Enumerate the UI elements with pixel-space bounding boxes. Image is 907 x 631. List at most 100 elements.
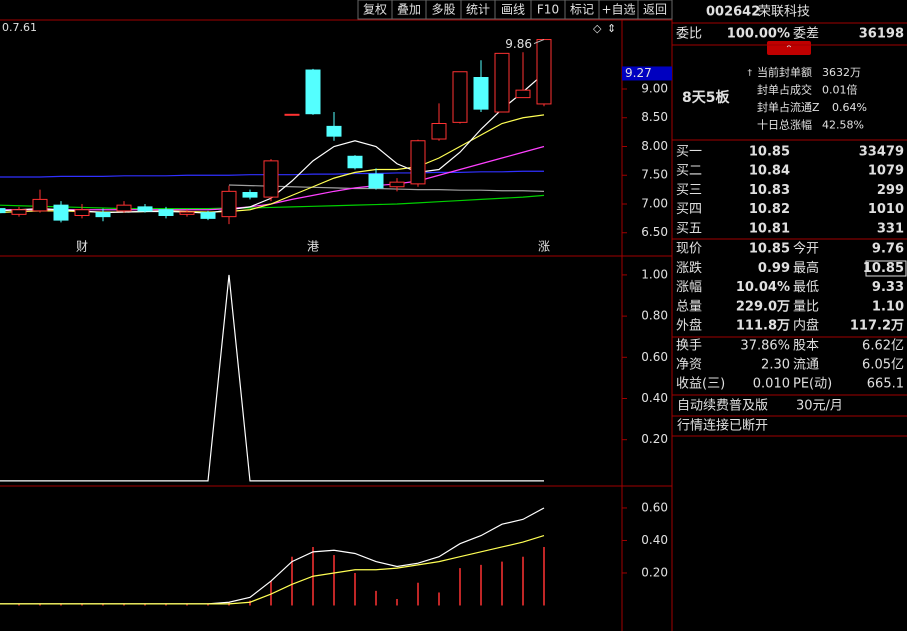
high-box [865,260,907,277]
panel-text: 299 [877,183,904,198]
candle-body [515,89,531,99]
candle-body [536,39,552,105]
panel-text: 33479 [859,145,904,160]
candle-body [74,209,90,216]
panel-text: 0.99 [758,261,790,276]
panel-text: 买一 [676,145,702,160]
panel-text: PE(动) [793,377,832,392]
candle-body [242,191,258,198]
panel-text: 买三 [676,183,702,198]
candle-body [53,204,69,221]
panel-text: 1010 [868,202,904,217]
panel-text: 229.0万 [736,299,790,314]
panel-text: 1079 [868,164,904,179]
last-value: 9.27 [625,66,652,80]
toolbar-label[interactable]: 多股 [431,3,455,17]
candle-body [32,198,48,212]
series-line [0,535,545,605]
panel-text: 涨跌 [676,260,702,276]
candle-body [473,76,489,110]
candle-body [368,173,384,189]
y-tick-label: 0.20 [641,432,668,446]
candle-body [305,69,321,115]
panel-text: 委比 [676,27,702,42]
panel-text: 总量 [676,299,702,314]
candle-body [158,209,174,216]
panel-text: 9.33 [872,280,904,295]
candle-body [179,211,195,215]
panel-text: 37.86% [740,339,790,354]
toolbar-label[interactable]: 叠加 [397,3,421,17]
panel-text: 内盘 [793,318,819,334]
y-tick-label: 0.80 [641,309,668,323]
last-value-box [622,66,672,81]
corner-label: 0.7.61 [2,21,37,34]
candle-body [452,71,468,123]
toolbar-button[interactable] [637,0,673,20]
toolbar-label[interactable]: 标记 [570,3,594,17]
candle-body [389,181,405,188]
y-tick-label: 0.40 [641,391,668,405]
panel-text: 6.62亿 [862,339,904,354]
panel-text: 收益(三) [676,377,725,392]
candle-body [95,212,111,218]
y-tick-label: 0.20 [641,565,668,579]
panel-text: 荣联科技 [758,5,810,20]
candle-body [326,125,342,137]
panel-text: 十日总涨幅 [757,118,812,132]
panel-text: 10.84 [749,164,790,179]
candle-body [221,190,237,218]
panel-text: 2.30 [761,358,790,373]
y-tick-label: 7.50 [641,168,668,182]
panel-text: 9.76 [872,242,904,257]
panel-text: 331 [877,221,904,236]
candle-body [0,208,6,214]
panel-text: 8天5板 [682,89,730,106]
panel-text: 117.2万 [850,319,904,334]
panel-text: 002642 [706,5,760,20]
panel-text: 0.01倍 [822,83,858,97]
candle-body [263,160,279,198]
y-tick-label: 8.00 [641,139,668,153]
panel-text: 最低 [793,280,819,295]
panel-text: 665.1 [867,377,904,392]
event-marker: 财 [76,240,88,254]
candle-body [431,122,447,140]
panel-text: 买五 [676,221,702,236]
icon[interactable]: ⇕ [607,22,616,35]
panel-text: 换手 [676,339,702,354]
panel-text: 封单占成交 [757,83,812,97]
toolbar-label[interactable]: +自选 [601,3,635,17]
candle-body [200,212,216,219]
toolbar-label[interactable]: 统计 [466,3,490,17]
panel-text: 量比 [793,299,819,314]
panel-text: 111.8万 [736,319,790,334]
y-tick-label: 1.00 [641,267,668,281]
candle-body [116,204,132,212]
y-tick-label: 0.60 [641,500,668,514]
y-tick-label: 7.00 [641,196,668,210]
panel-text: 10.83 [749,183,790,198]
high-pointer [533,39,545,45]
icon: ⌃ [785,44,793,55]
pin-icon: † [748,69,753,79]
y-tick-label: 9.00 [641,81,668,95]
panel-text: 10.85 [749,242,790,257]
panel-text: 0.010 [753,377,790,392]
panel-text: 委差 [793,27,819,42]
panel-text: 10.04% [736,280,790,295]
panel-text: 股本 [793,339,819,354]
panel-text: 10.85 [749,145,790,160]
icon[interactable]: ◇ [593,22,602,35]
panel-text: 自动续费普及版 [677,399,768,414]
y-tick-label: 0.40 [641,533,668,547]
panel-text: 封单占流通Z [757,100,820,114]
panel-text: 涨幅 [676,280,702,295]
toolbar-label[interactable]: 复权 [363,3,387,17]
toolbar-label[interactable]: F10 [537,3,559,17]
y-tick-label: 8.50 [641,110,668,124]
toolbar-label[interactable]: 画线 [501,3,525,17]
toolbar-label[interactable]: 返回 [643,3,667,17]
candle-body [137,206,153,212]
